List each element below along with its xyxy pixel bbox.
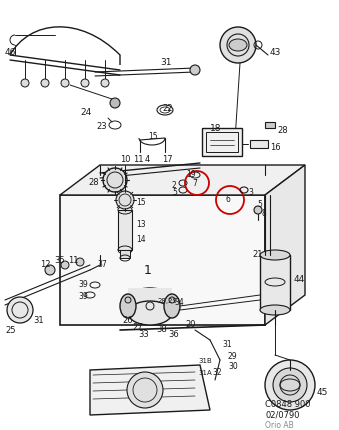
Text: 31: 31 xyxy=(33,316,44,325)
Text: 19: 19 xyxy=(186,170,196,179)
Text: Orio AB: Orio AB xyxy=(265,421,294,430)
Text: 14: 14 xyxy=(136,235,146,244)
Text: C0848 900: C0848 900 xyxy=(265,400,311,409)
Text: 30: 30 xyxy=(228,362,238,371)
Text: 45: 45 xyxy=(317,388,328,397)
Circle shape xyxy=(81,79,89,87)
Text: 24: 24 xyxy=(80,108,91,117)
Circle shape xyxy=(103,168,127,192)
Bar xyxy=(120,250,130,258)
Bar xyxy=(265,122,275,128)
Text: 39: 39 xyxy=(78,280,88,289)
Bar xyxy=(206,132,238,152)
Text: 15: 15 xyxy=(136,198,146,207)
Circle shape xyxy=(61,261,69,269)
Text: 13: 13 xyxy=(136,220,146,229)
Text: 39: 39 xyxy=(78,292,88,301)
Text: 11: 11 xyxy=(68,256,79,265)
Circle shape xyxy=(61,79,69,87)
Circle shape xyxy=(41,79,49,87)
Text: 2: 2 xyxy=(172,181,177,190)
Ellipse shape xyxy=(260,250,290,260)
Polygon shape xyxy=(60,165,305,195)
Ellipse shape xyxy=(164,294,180,318)
Text: 16: 16 xyxy=(270,143,281,152)
Circle shape xyxy=(116,191,134,209)
Text: 3: 3 xyxy=(248,188,253,197)
Text: 33: 33 xyxy=(138,330,149,339)
Text: 21: 21 xyxy=(252,250,262,259)
Text: 31: 31 xyxy=(160,58,172,67)
Text: 28: 28 xyxy=(88,178,99,187)
Bar xyxy=(60,195,265,325)
Text: 18: 18 xyxy=(210,124,221,133)
Text: 31: 31 xyxy=(222,340,232,349)
Text: 25: 25 xyxy=(5,326,16,335)
Circle shape xyxy=(125,297,131,303)
Text: 10: 10 xyxy=(120,155,131,164)
Text: 26: 26 xyxy=(122,316,133,325)
Circle shape xyxy=(21,79,29,87)
Ellipse shape xyxy=(128,288,172,312)
Circle shape xyxy=(169,297,175,303)
Text: 38: 38 xyxy=(156,325,167,334)
Text: 17: 17 xyxy=(162,155,173,164)
Circle shape xyxy=(127,372,163,408)
Text: 44: 44 xyxy=(294,275,305,284)
Text: 5: 5 xyxy=(257,200,262,209)
Text: 5: 5 xyxy=(172,188,177,197)
Text: 11: 11 xyxy=(133,155,143,164)
Circle shape xyxy=(7,297,33,323)
Text: 02/0790: 02/0790 xyxy=(265,410,299,419)
Text: 27: 27 xyxy=(132,323,143,332)
Text: 28: 28 xyxy=(277,126,287,135)
Circle shape xyxy=(190,65,200,75)
Text: 4: 4 xyxy=(145,155,150,164)
Ellipse shape xyxy=(260,305,290,315)
Text: 6: 6 xyxy=(225,196,231,205)
Text: 22: 22 xyxy=(162,104,173,113)
Text: 29: 29 xyxy=(228,352,238,361)
Text: 36: 36 xyxy=(168,330,179,339)
Text: 20: 20 xyxy=(185,320,196,329)
Bar xyxy=(118,210,132,250)
Polygon shape xyxy=(265,165,305,325)
Bar xyxy=(260,255,290,310)
Text: 28,29: 28,29 xyxy=(158,298,178,304)
Circle shape xyxy=(273,368,307,402)
Ellipse shape xyxy=(229,39,247,51)
Circle shape xyxy=(110,98,120,108)
Circle shape xyxy=(254,206,262,214)
Text: 43: 43 xyxy=(270,48,281,57)
Text: 35: 35 xyxy=(54,256,65,265)
Text: 31B: 31B xyxy=(198,358,212,364)
Text: 32: 32 xyxy=(212,368,222,377)
Circle shape xyxy=(76,258,84,266)
Bar xyxy=(128,288,172,313)
Text: 37: 37 xyxy=(97,260,107,269)
Text: 34: 34 xyxy=(174,298,184,307)
Text: 7: 7 xyxy=(193,178,197,187)
Text: 8: 8 xyxy=(262,209,267,218)
Text: 31A: 31A xyxy=(198,370,212,376)
Ellipse shape xyxy=(120,294,136,318)
Bar xyxy=(250,140,268,148)
Circle shape xyxy=(265,360,315,410)
Polygon shape xyxy=(90,365,210,415)
Text: 1: 1 xyxy=(144,264,152,276)
Ellipse shape xyxy=(128,301,172,325)
Circle shape xyxy=(45,265,55,275)
Circle shape xyxy=(220,27,256,63)
Circle shape xyxy=(101,79,109,87)
Bar xyxy=(202,128,242,156)
Text: 12: 12 xyxy=(40,260,51,269)
Text: 46: 46 xyxy=(5,48,16,57)
Text: 15: 15 xyxy=(148,132,158,141)
Text: 23: 23 xyxy=(96,122,107,131)
